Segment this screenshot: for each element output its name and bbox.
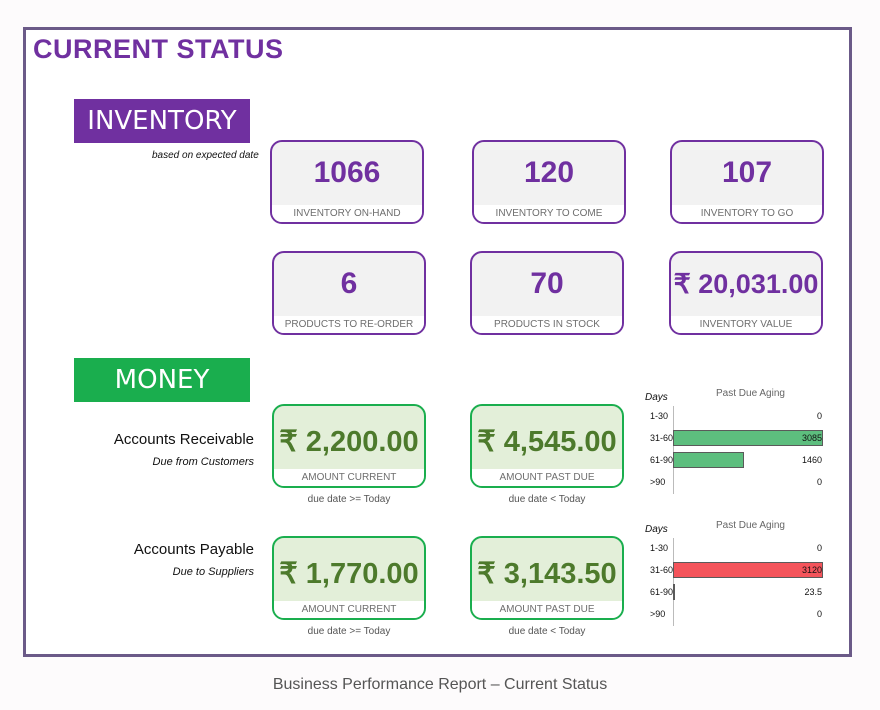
kpi-receivable-past-due: ₹ 4,545.00 AMOUNT PAST DUE (470, 404, 624, 488)
days-label: Days (645, 392, 668, 403)
days-label: Days (645, 524, 668, 535)
page-caption: Business Performance Report – Current St… (272, 676, 608, 693)
kpi-label: INVENTORY VALUE (671, 316, 821, 333)
aging-title: Past Due Aging (716, 388, 785, 399)
aging-row: 1-30 0 (640, 406, 830, 426)
receivable-subtitle: Due from Customers (152, 456, 254, 468)
aging-bar-value: 0 (816, 477, 822, 487)
kpi-label: PRODUCTS IN STOCK (472, 316, 622, 333)
kpi-value: 6 (340, 267, 358, 300)
page-title: CURRENT STATUS (33, 34, 284, 64)
kpi-label: PRODUCTS TO RE-ORDER (274, 316, 424, 333)
payable-title: Accounts Payable (133, 541, 254, 558)
kpi-label: AMOUNT PAST DUE (472, 601, 622, 618)
kpi-inventory-to-go: 107 INVENTORY TO GO (670, 140, 824, 224)
payable-past-due-note: due date < Today (508, 626, 586, 637)
aging-row: 31-60 3120 (640, 560, 830, 580)
money-banner: MONEY (74, 358, 250, 402)
kpi-value: ₹ 3,143.50 (477, 558, 617, 590)
aging-bar-value: 3085 (801, 433, 822, 443)
kpi-inventory-value: ₹ 20,031.00 INVENTORY VALUE (669, 251, 823, 335)
aging-bar-value: 3120 (801, 565, 822, 575)
aging-bar-value: 0 (816, 411, 822, 421)
kpi-label: AMOUNT CURRENT (274, 469, 424, 486)
aging-bar (673, 562, 823, 578)
kpi-value: ₹ 4,545.00 (477, 426, 617, 458)
kpi-value: 107 (721, 156, 773, 189)
aging-bucket-label: 31-60 (650, 565, 674, 575)
kpi-inventory-to-come: 120 INVENTORY TO COME (472, 140, 626, 224)
kpi-value: ₹ 1,770.00 (279, 558, 419, 590)
aging-bar-value: 0 (816, 609, 822, 619)
aging-row: 61-90 1460 (640, 450, 830, 470)
aging-bucket-label: 61-90 (650, 455, 674, 465)
kpi-payable-current: ₹ 1,770.00 AMOUNT CURRENT (272, 536, 426, 620)
kpi-payable-past-due: ₹ 3,143.50 AMOUNT PAST DUE (470, 536, 624, 620)
aging-bar-value: 23.5 (804, 587, 822, 597)
aging-row: >90 0 (640, 472, 830, 492)
aging-row: 1-30 0 (640, 538, 830, 558)
aging-row: 61-90 23.5 (640, 582, 830, 602)
kpi-value: 1066 (313, 156, 381, 189)
inventory-banner: INVENTORY (74, 99, 250, 143)
aging-bucket-label: >90 (650, 609, 666, 619)
kpi-value: ₹ 20,031.00 (673, 269, 819, 299)
aging-axis (673, 538, 674, 626)
kpi-value: 120 (523, 156, 575, 189)
inventory-note: based on expected date (152, 150, 259, 161)
aging-row: >90 0 (640, 604, 830, 624)
kpi-label: AMOUNT CURRENT (274, 601, 424, 618)
payable-subtitle: Due to Suppliers (172, 566, 254, 578)
aging-bucket-label: 1-30 (650, 411, 669, 421)
aging-bar (673, 584, 675, 600)
receivable-current-note: due date >= Today (307, 494, 391, 505)
aging-bucket-label: 61-90 (650, 587, 674, 597)
aging-bucket-label: >90 (650, 477, 666, 487)
aging-row: 31-60 3085 (640, 428, 830, 448)
aging-bucket-label: 31-60 (650, 433, 674, 443)
payable-current-note: due date >= Today (307, 626, 391, 637)
aging-bar-value: 0 (816, 543, 822, 553)
kpi-products-in-stock: 70 PRODUCTS IN STOCK (470, 251, 624, 335)
payable-aging-chart: Days Past Due Aging 1-30 0 31-60 3120 61-90 2… (640, 520, 830, 626)
kpi-label: INVENTORY TO GO (672, 205, 822, 222)
kpi-label: AMOUNT PAST DUE (472, 469, 622, 486)
receivable-title: Accounts Receivable (113, 431, 254, 448)
kpi-label: INVENTORY TO COME (474, 205, 624, 222)
kpi-receivable-current: ₹ 2,200.00 AMOUNT CURRENT (272, 404, 426, 488)
aging-bar (673, 452, 744, 468)
aging-bar (673, 430, 823, 446)
kpi-value: ₹ 2,200.00 (279, 426, 419, 458)
kpi-label: INVENTORY ON-HAND (272, 205, 422, 222)
kpi-value: 70 (530, 267, 564, 300)
receivable-aging-chart: Days Past Due Aging 1-30 0 31-60 3085 61-90 1… (640, 388, 830, 494)
aging-bucket-label: 1-30 (650, 543, 669, 553)
receivable-past-due-note: due date < Today (508, 494, 586, 505)
kpi-products-to-reorder: 6 PRODUCTS TO RE-ORDER (272, 251, 426, 335)
kpi-inventory-on-hand: 1066 INVENTORY ON-HAND (270, 140, 424, 224)
aging-bar-value: 1460 (801, 455, 822, 465)
aging-title: Past Due Aging (716, 520, 785, 531)
aging-axis (673, 406, 674, 494)
